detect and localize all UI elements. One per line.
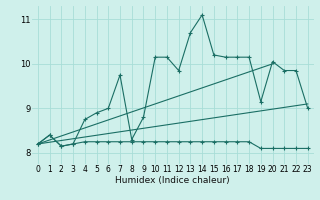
X-axis label: Humidex (Indice chaleur): Humidex (Indice chaleur): [116, 176, 230, 185]
